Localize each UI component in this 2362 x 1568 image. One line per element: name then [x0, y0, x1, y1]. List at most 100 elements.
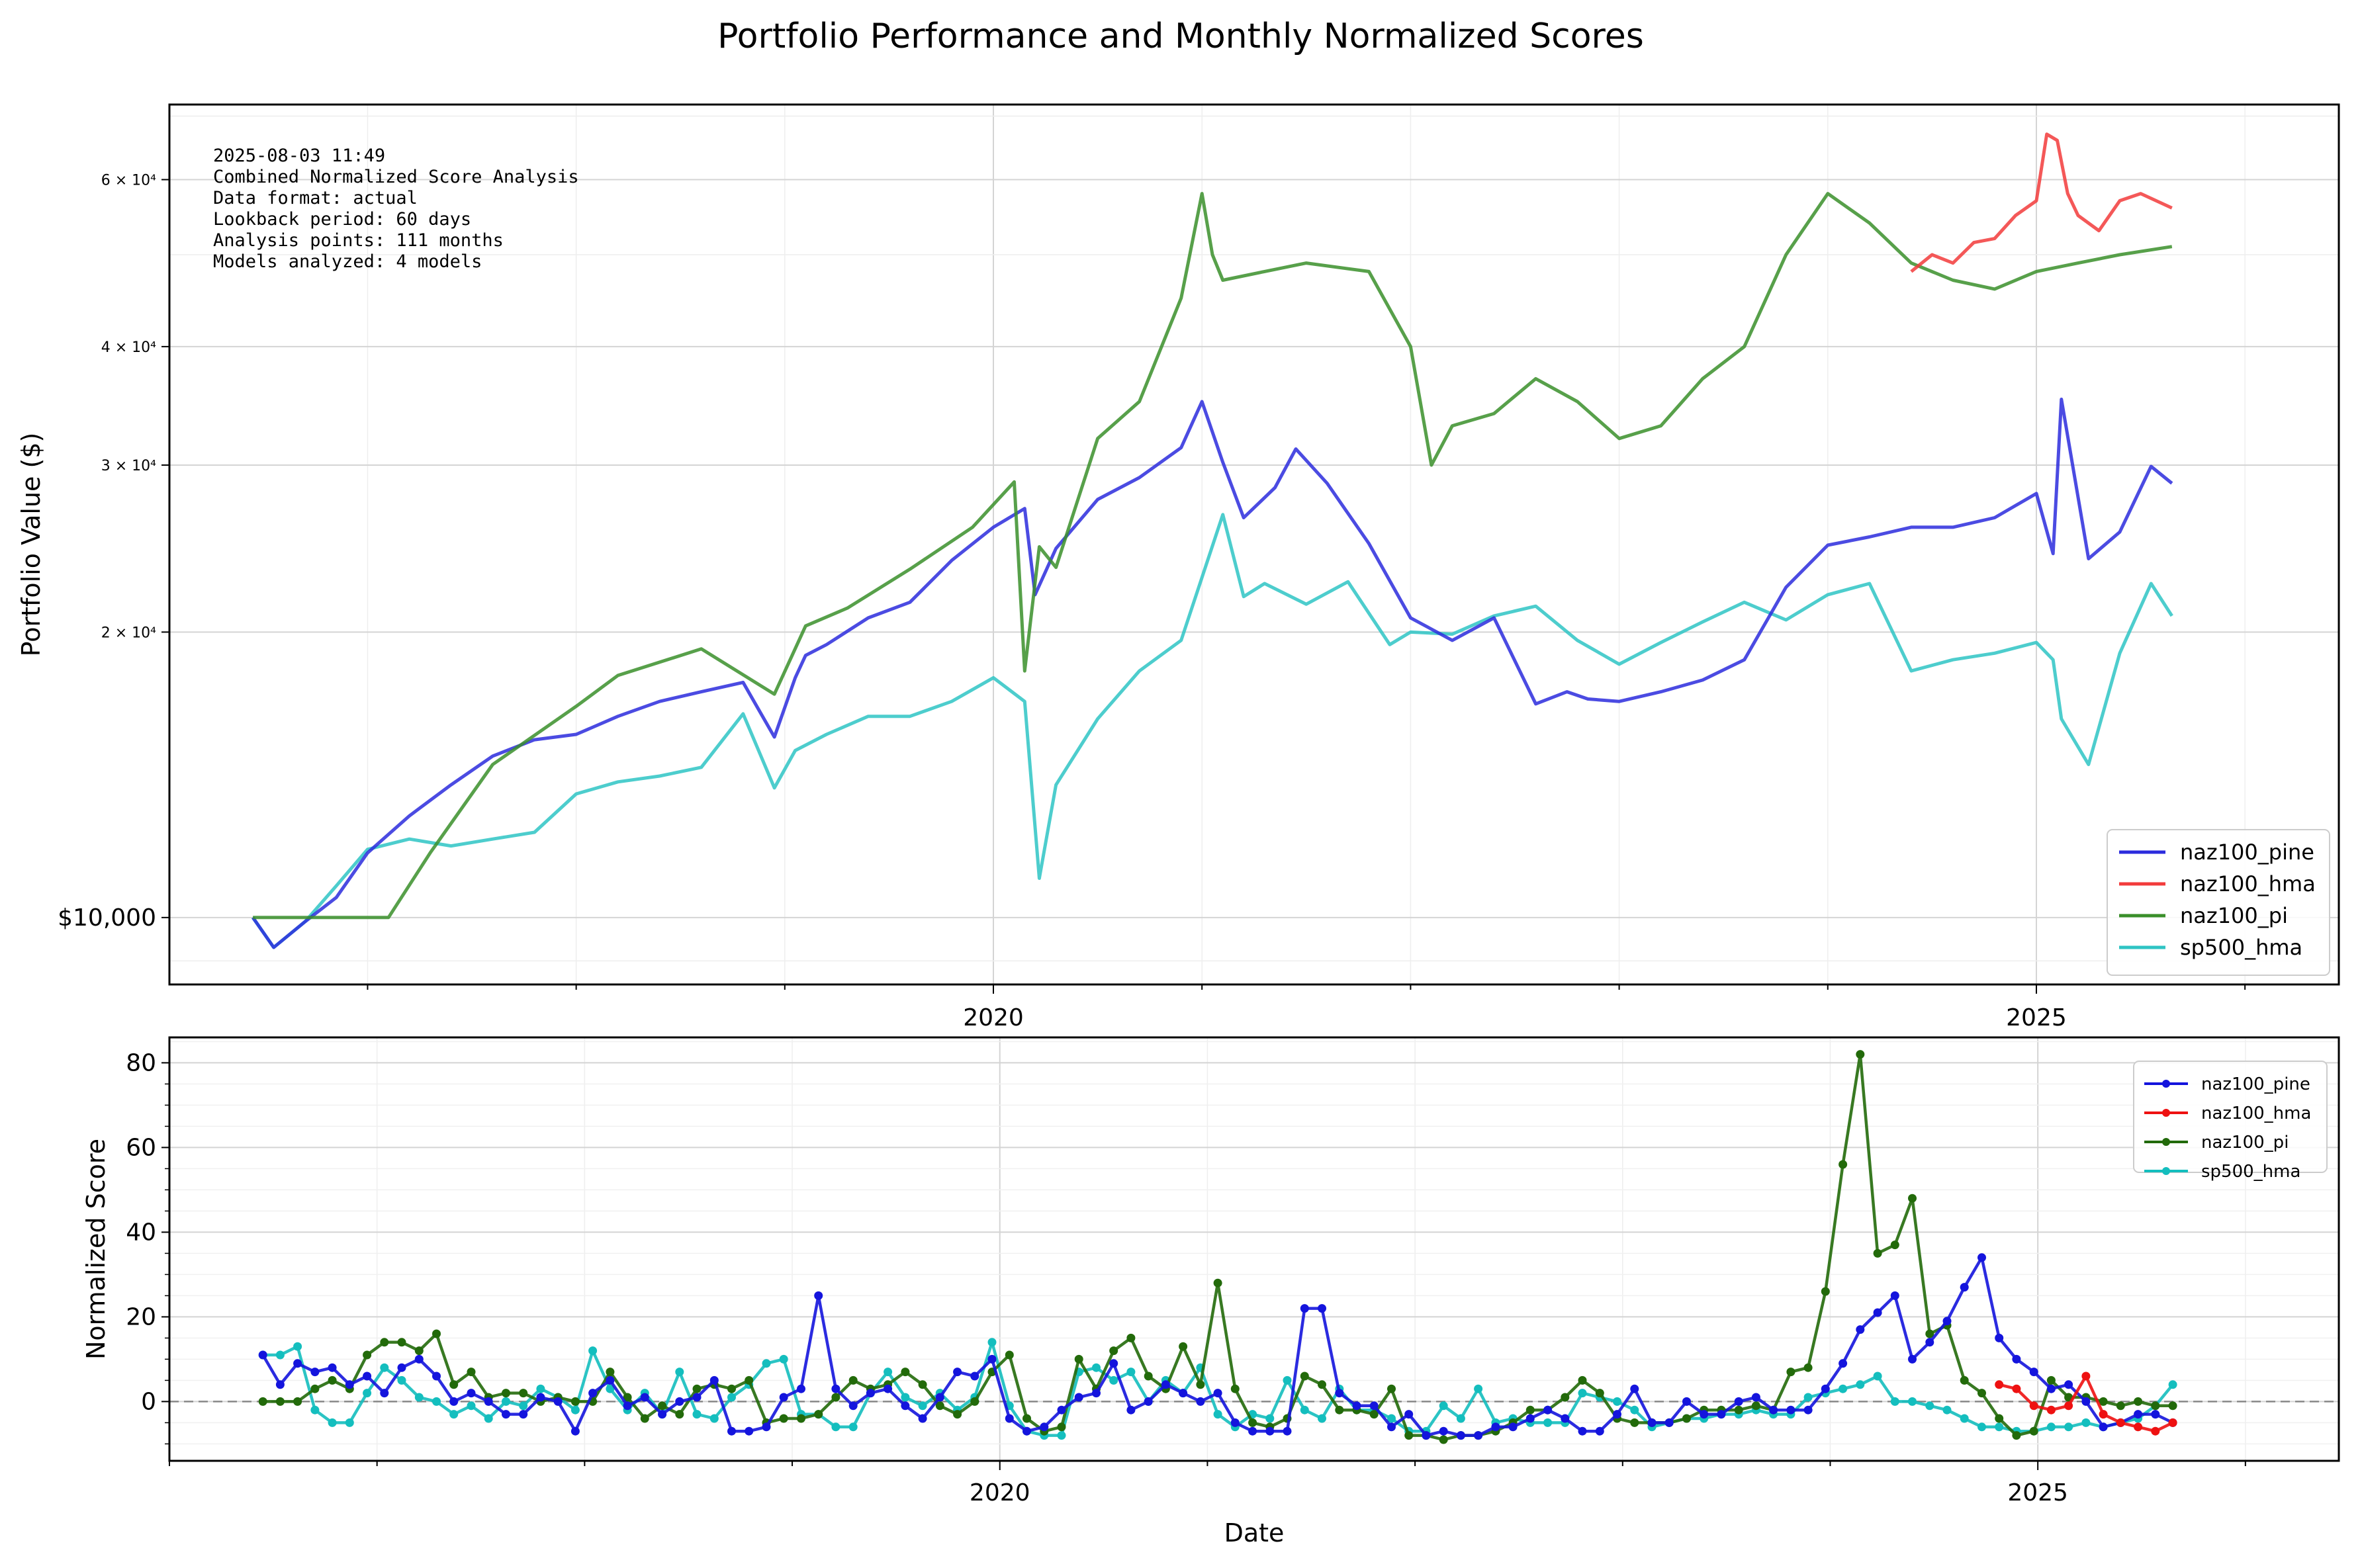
score-point-naz100-pine	[414, 1354, 424, 1364]
score-point-naz100-pi	[935, 1401, 944, 1411]
figure-title: Portfolio Performance and Monthly Normal…	[717, 17, 1644, 56]
score-point-naz100-pine	[380, 1389, 389, 1398]
score-point-naz100-pine	[918, 1414, 927, 1423]
score-point-naz100-pi	[380, 1338, 389, 1347]
score-point-sp500-hma	[1856, 1380, 1865, 1389]
score-point-naz100-pi	[1561, 1393, 1570, 1402]
score-point-naz100-pine	[1352, 1401, 1361, 1411]
score-point-sp500-hma	[449, 1410, 459, 1419]
score-point-sp500-hma	[1387, 1414, 1396, 1423]
score-point-naz100-pi	[901, 1368, 910, 1377]
score-point-sp500-hma	[987, 1338, 997, 1347]
score-point-naz100-pine	[1717, 1410, 1726, 1419]
score-point-naz100-pine	[2081, 1397, 2091, 1406]
score-point-naz100-pi	[502, 1389, 510, 1398]
score-point-sp500-hma	[536, 1384, 545, 1393]
score-point-naz100-pi	[1074, 1354, 1083, 1364]
portfolio-y-tick-label: 3 × 10⁴	[101, 458, 156, 474]
score-point-sp500-hma	[1839, 1384, 1848, 1393]
score-point-naz100-pi	[970, 1397, 979, 1406]
score-point-naz100-pine	[692, 1393, 702, 1402]
score-point-naz100-pi	[831, 1393, 840, 1402]
score-point-naz100-pine	[797, 1384, 805, 1393]
score-point-naz100-pine	[709, 1375, 719, 1385]
score-point-sp500-hma	[884, 1368, 893, 1377]
score-point-naz100-pine	[519, 1410, 528, 1419]
legend-label-naz100-pine: naz100_pine	[2180, 840, 2314, 865]
portfolio-x-tick-label: 2025	[2006, 1004, 2067, 1031]
score-point-naz100-pi	[779, 1414, 788, 1423]
score-point-naz100-pine	[467, 1389, 476, 1398]
portfolio-y-tick-label: 4 × 10⁴	[101, 339, 156, 356]
portfolio-y-tick-label: 6 × 10⁴	[101, 172, 156, 189]
score-point-naz100-pine	[1960, 1283, 1969, 1292]
score-point-naz100-pi	[2099, 1397, 2108, 1406]
score-point-sp500-hma	[1318, 1414, 1326, 1423]
score-point-naz100-pine	[2151, 1410, 2160, 1419]
portfolio-legend: naz100_pine naz100_hma naz100_pi sp500_h…	[2107, 829, 2330, 976]
score-point-naz100-pine	[1647, 1418, 1657, 1427]
score-y-tick-label: 0	[141, 1388, 156, 1415]
score-point-naz100-pine	[536, 1393, 545, 1402]
score-x-tick-label: 2020	[970, 1479, 1030, 1506]
score-point-naz100-pine	[502, 1410, 510, 1419]
score-point-sp500-hma	[275, 1350, 285, 1360]
score-point-naz100-pi	[1213, 1278, 1222, 1287]
score-point-naz100-pi	[658, 1401, 667, 1411]
score-point-naz100-pi	[1873, 1248, 1882, 1258]
score-point-sp500-hma	[1977, 1422, 1986, 1432]
score-point-sp500-hma	[310, 1405, 320, 1415]
score-point-naz100-pine	[1109, 1359, 1118, 1368]
legend-label-naz100-pi: naz100_pi	[2180, 903, 2288, 928]
score-point-naz100-pi	[1734, 1405, 1743, 1415]
score-point-naz100-pi	[1335, 1405, 1344, 1415]
score-point-sp500-hma	[1995, 1422, 2004, 1432]
score-point-naz100-pine	[2046, 1384, 2056, 1393]
info-line-5: Models analyzed: 4 models	[213, 251, 482, 272]
score-point-naz100-pi	[1856, 1050, 1865, 1059]
score-point-naz100-pi	[363, 1350, 372, 1360]
score-point-naz100-pi	[675, 1410, 684, 1419]
score-point-naz100-pine	[432, 1372, 441, 1381]
score-point-naz100-pi	[1525, 1405, 1535, 1415]
score-point-naz100-pine	[1404, 1410, 1414, 1419]
score-point-naz100-pi	[1248, 1418, 1257, 1427]
portfolio-y-tick-label: 2 × 10⁴	[101, 625, 156, 641]
score-point-sp500-hma	[1925, 1401, 1934, 1411]
score-point-naz100-pine	[1925, 1338, 1934, 1347]
score-point-sp500-hma	[1439, 1401, 1448, 1411]
score-point-sp500-hma	[709, 1414, 719, 1423]
score-point-naz100-pine	[588, 1389, 598, 1398]
score-point-sp500-hma	[901, 1393, 910, 1402]
score-legend-marker-naz100-pine	[2162, 1080, 2170, 1088]
score-legend-marker-sp500-hma	[2162, 1167, 2170, 1175]
score-point-sp500-hma	[1578, 1389, 1587, 1398]
score-point-naz100-pine	[1751, 1393, 1760, 1402]
info-box: 2025-08-03 11:49 Combined Normalized Sco…	[213, 146, 579, 272]
score-point-naz100-pine	[1283, 1426, 1292, 1436]
score-point-naz100-pine	[658, 1410, 667, 1419]
score-point-sp500-hma	[1456, 1414, 1465, 1423]
score-point-naz100-pine	[258, 1350, 267, 1360]
score-point-naz100-pi	[1578, 1375, 1587, 1385]
score-point-naz100-pi	[1786, 1368, 1795, 1377]
score-point-sp500-hma	[397, 1375, 406, 1385]
score-point-naz100-pi	[1751, 1401, 1760, 1411]
score-point-sp500-hma	[588, 1346, 598, 1356]
score-point-sp500-hma	[1283, 1375, 1292, 1385]
score-point-naz100-pi	[814, 1410, 823, 1419]
score-x-tick-label: 2025	[2007, 1479, 2068, 1506]
score-point-naz100-pi	[397, 1338, 406, 1347]
score-point-naz100-pine	[987, 1354, 997, 1364]
score-point-naz100-pi	[1890, 1241, 1899, 1250]
score-point-naz100-pine	[1682, 1397, 1691, 1406]
score-point-naz100-pine	[623, 1401, 632, 1411]
score-point-sp500-hma	[570, 1405, 580, 1415]
portfolio-x-tick-label: 2020	[963, 1004, 1024, 1031]
score-point-naz100-pine	[1769, 1405, 1778, 1415]
score-point-naz100-pine	[1561, 1414, 1570, 1423]
score-point-naz100-pi	[414, 1346, 424, 1356]
score-point-naz100-pine	[1491, 1422, 1500, 1432]
score-point-naz100-pine	[1630, 1384, 1639, 1393]
score-point-sp500-hma	[414, 1393, 424, 1402]
